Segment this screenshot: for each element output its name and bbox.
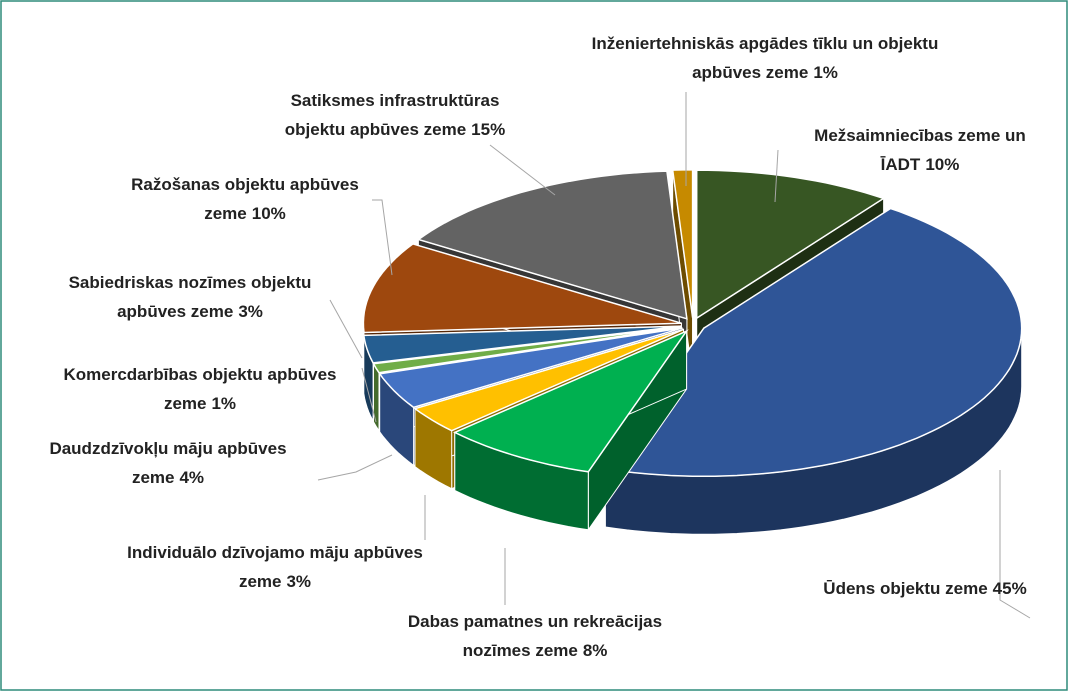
label-line: zeme [239, 572, 282, 591]
data-label: Mežsaimniecības zeme un ĪADT 10% [814, 126, 1026, 174]
slice-top [416, 170, 688, 320]
slice-top [362, 243, 682, 334]
label-line: Satiksmes infrastruktūras [291, 91, 500, 110]
leader-line [329, 299, 363, 359]
slice-top [695, 169, 886, 320]
data-label: Komercdarbības objektu apbūves zeme 1% [63, 365, 336, 413]
slice-top [413, 328, 684, 432]
slice [452, 329, 689, 532]
value-label: 3% [286, 572, 311, 591]
data-label: Daudzdzīvokļu māju apbūves zeme 4% [49, 439, 286, 487]
label-line: objektu apbūves zeme [285, 120, 466, 139]
label-line: Daudzdzīvokļu māju apbūves [49, 439, 286, 458]
leader-line [361, 367, 377, 423]
pie [362, 169, 1023, 535]
data-label: Sabiedriskas nozīmes objektu apbūves zeme… [69, 273, 312, 321]
label-line: Ūdens objektu zeme [823, 579, 987, 598]
label-line: Sabiedriskas nozīmes objektu [69, 273, 312, 292]
label-line: Individuālo dzīvojamo māju apbūves [127, 543, 423, 562]
slice-top [372, 326, 682, 374]
value-label: 45% [993, 579, 1027, 598]
leader-line [774, 149, 779, 203]
value-label: 15% [471, 120, 505, 139]
value-label: 10% [252, 204, 286, 223]
data-label: Individuālo dzīvojamo māju apbūves zeme 3% [127, 543, 423, 591]
value-label: 1% [813, 63, 838, 82]
data-label: Ūdens objektu zeme 45% [823, 579, 1026, 598]
data-label: Ražošanas objektu apbūves zeme 10% [131, 175, 359, 223]
slice-top [362, 325, 682, 364]
slice-top [452, 329, 689, 473]
slice-top [604, 207, 1023, 478]
value-label: 4% [179, 468, 204, 487]
data-label: Satiksmes infrastruktūras objektu apbūves… [285, 91, 505, 139]
leader-line [999, 470, 1031, 619]
label-line: ĪADT [880, 155, 921, 174]
label-line: Ražošanas objektu apbūves [131, 175, 359, 194]
leader-line [489, 144, 556, 196]
label-line: zeme [132, 468, 175, 487]
label-line: nozīmes zeme [463, 641, 578, 660]
value-label: 1% [211, 394, 236, 413]
label-line: Komercdarbības objektu apbūves [63, 365, 336, 384]
data-label: Inženiertehniskās apgādes tīklu un objek… [592, 34, 939, 82]
label-line: apbūves zeme [692, 63, 808, 82]
leader-line [372, 199, 393, 276]
slice-top [671, 169, 694, 318]
labels: Inženiertehniskās apgādes tīklu un objek… [49, 34, 1031, 660]
label-line: Inženiertehniskās apgādes tīklu un objek… [592, 34, 939, 53]
value-label: 8% [583, 641, 608, 660]
label-line: apbūves zeme [117, 302, 233, 321]
slice-side [373, 361, 380, 433]
label-line: Dabas pamatnes un rekreācijas [408, 612, 662, 631]
value-label: 10% [925, 155, 959, 174]
data-label: Dabas pamatnes un rekreācijas nozīmes zem… [408, 612, 662, 660]
leader-line [317, 454, 393, 481]
label-line: zeme [204, 204, 247, 223]
label-line: zeme [164, 394, 207, 413]
label-line: Mežsaimniecības zeme un [814, 126, 1026, 145]
slice-top [378, 327, 683, 409]
value-label: 3% [238, 302, 263, 321]
